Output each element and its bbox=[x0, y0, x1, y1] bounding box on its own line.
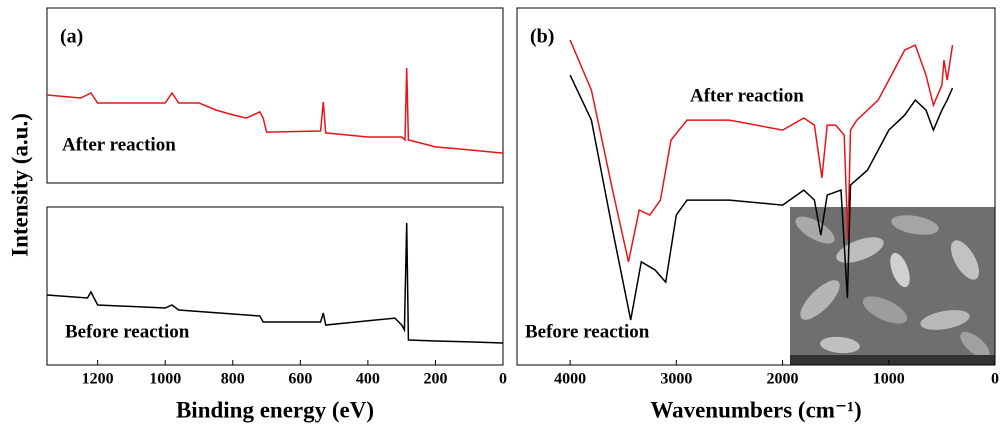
y-axis-label: Intensity (a.u.) bbox=[7, 113, 32, 257]
x-axis-label: Binding energy (eV) bbox=[176, 397, 374, 422]
x-tick-label: 1200 bbox=[82, 371, 114, 388]
spectrum-line bbox=[569, 74, 954, 321]
panel-label: (b) bbox=[530, 26, 554, 48]
sem-inset bbox=[790, 207, 995, 365]
spectrum-line bbox=[46, 222, 504, 344]
x-tick-label: 800 bbox=[221, 371, 245, 388]
series-label: Before reaction bbox=[525, 321, 650, 342]
panel-label: (a) bbox=[60, 26, 83, 48]
x-tick-label: 600 bbox=[288, 371, 312, 388]
x-tick-label: 400 bbox=[356, 371, 380, 388]
plot-frame bbox=[46, 7, 504, 184]
x-tick-label: 0 bbox=[499, 371, 507, 388]
series-label: After reaction bbox=[62, 134, 176, 155]
x-tick-label: 1000 bbox=[149, 371, 181, 388]
x-tick-label: 3000 bbox=[660, 371, 692, 388]
plot-frame bbox=[516, 7, 996, 366]
x-tick-label: 1000 bbox=[873, 371, 905, 388]
series-label: Before reaction bbox=[65, 321, 190, 342]
x-axis-label: Wavenumbers (cm⁻¹) bbox=[650, 397, 861, 422]
x-tick-label: 200 bbox=[423, 371, 447, 388]
x-tick-label: 2000 bbox=[767, 371, 799, 388]
x-tick-label: 4000 bbox=[554, 371, 586, 388]
spectrum-line bbox=[569, 39, 954, 262]
spectrum-line bbox=[46, 67, 504, 154]
series-label: After reaction bbox=[690, 85, 804, 106]
plot-frame bbox=[46, 206, 504, 366]
x-tick-label: 0 bbox=[991, 371, 999, 388]
